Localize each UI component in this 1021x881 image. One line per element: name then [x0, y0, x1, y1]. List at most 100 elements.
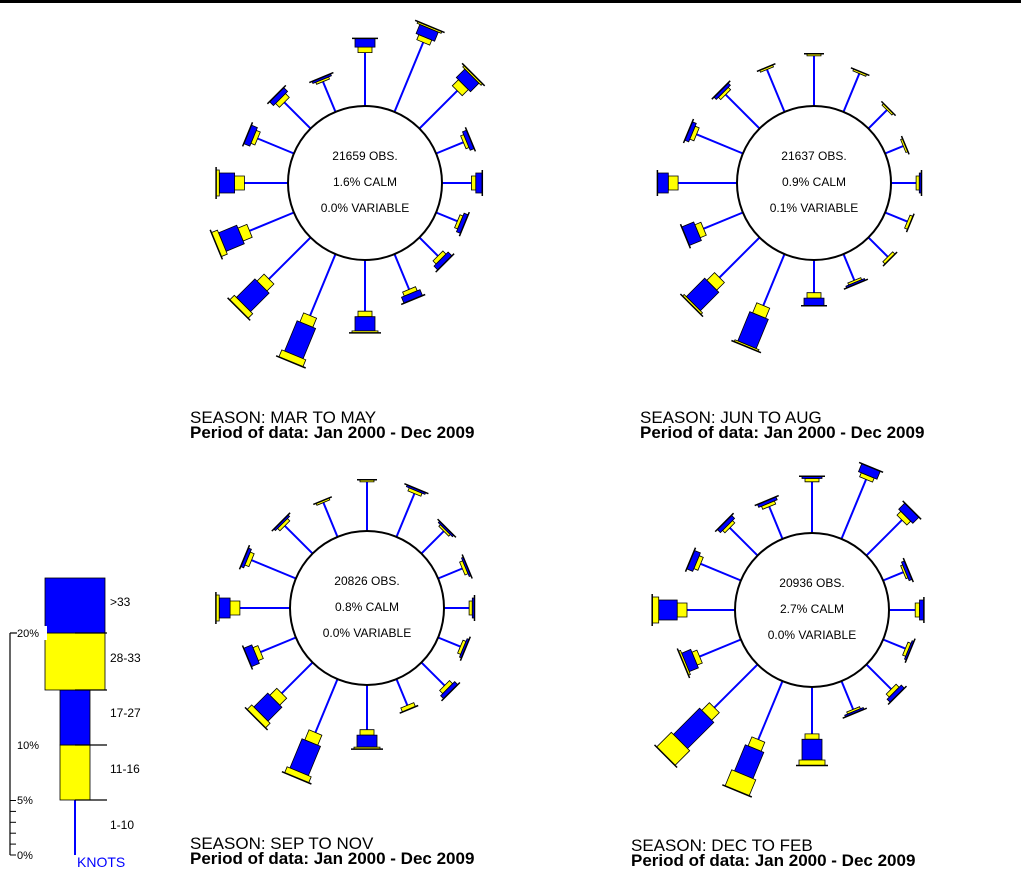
cap-wsw [676, 648, 691, 679]
spoke-ese [435, 211, 458, 223]
cap-ese [458, 211, 470, 237]
scale-label-bg [17, 626, 47, 640]
caption-jun-aug: SEASON: JUN TO AUG Period of data: Jan 2… [640, 409, 924, 441]
bar-w-17-27 [218, 597, 231, 619]
spoke-ne [420, 530, 445, 555]
spoke-nw [724, 93, 761, 130]
spoke-nne [842, 73, 861, 113]
spoke-sw [280, 661, 314, 695]
cap-sse [399, 704, 419, 714]
cap-nnw [756, 63, 776, 73]
obs-count: 21637 OBS. [781, 149, 846, 163]
cap-se [440, 681, 461, 702]
spoke-ssw [762, 253, 786, 306]
bar-s-17-27 [354, 316, 376, 332]
spoke-nnw [322, 81, 337, 113]
cap-nnw [313, 496, 333, 506]
cap-ne [437, 518, 457, 538]
caption-mar-may: SEASON: MAR TO MAY Period of data: Jan 2… [190, 409, 475, 442]
cap-sw [679, 293, 704, 318]
bar-s-17-27 [356, 734, 378, 748]
bar-s-11-16 [357, 310, 373, 318]
season-title: SEASON: SEP TO NOV [190, 834, 374, 853]
caption-dec-feb: SEASON: DEC TO FEB Period of data: Jan 2… [631, 837, 915, 869]
spoke-nnw [768, 506, 784, 540]
top-border [0, 0, 1021, 3]
spoke-wsw [703, 211, 744, 230]
cap-nne [850, 67, 870, 77]
cap-nne [858, 461, 884, 473]
spoke-nw [283, 101, 312, 130]
cap-nw [711, 80, 731, 100]
cap-ese [459, 636, 471, 661]
cap-ssw [281, 771, 312, 785]
bar-s-17-27 [803, 297, 825, 307]
cap-wnw [682, 118, 695, 144]
spoke-ssw [314, 678, 339, 733]
cap-ese [905, 213, 915, 233]
cap-wnw [684, 547, 697, 572]
cap-nw [271, 512, 291, 532]
period-label: Period of data: Jan 2000 - Dec 2009 [190, 849, 475, 868]
cap-wnw [238, 544, 251, 570]
cap-ese [904, 638, 916, 663]
spoke-ese [884, 211, 908, 223]
cap-sw [227, 297, 251, 321]
calm-percent: 0.9% CALM [782, 175, 846, 189]
bar-n-17-27 [354, 38, 376, 48]
variable-percent: 0.0% VARIABLE [323, 626, 412, 640]
legend-bar-28-33 [44, 632, 106, 691]
speed-class-label: 17-27 [110, 706, 141, 720]
spoke-nne [840, 479, 868, 540]
calm-percent: 2.7% CALM [780, 602, 844, 616]
bar-w-17-27 [657, 172, 669, 194]
bar-e-17-27 [475, 172, 483, 194]
cap-nnw [754, 494, 779, 507]
scale-label-bg [17, 848, 47, 862]
cap-wsw [679, 223, 692, 249]
cap-nw [714, 512, 735, 533]
bar-w-28-33 [651, 596, 660, 624]
cap-sse [400, 293, 426, 306]
calm-circle [736, 105, 892, 261]
bar-w-11-16 [229, 600, 241, 616]
bar-e-11-16 [915, 175, 920, 191]
calm-circle [289, 530, 445, 686]
bar-s-11-16 [806, 292, 822, 299]
spoke-ne [867, 109, 888, 130]
bar-n-11-16 [804, 478, 820, 483]
bar-w-11-16 [667, 175, 679, 191]
variable-percent: 0.0% VARIABLE [321, 201, 410, 215]
bar-w-17-27 [658, 599, 678, 621]
spoke-wsw [260, 636, 297, 654]
obs-count: 20936 OBS. [779, 576, 844, 590]
cap-nne [414, 19, 445, 34]
spoke-wnw [251, 559, 297, 580]
legend-bar-17-27 [59, 689, 91, 746]
spoke-sse [393, 253, 411, 290]
cap-ene [461, 554, 473, 579]
speed-class-label: 28-33 [110, 651, 141, 665]
spoke-sse [840, 680, 855, 710]
spoke-ssw [309, 253, 337, 316]
bar-e-11-16 [914, 602, 920, 618]
cap-sse [842, 707, 868, 719]
spoke-ene [435, 141, 464, 155]
bar-s-28-33 [798, 759, 826, 766]
cap-wsw [209, 229, 224, 260]
spoke-sse [395, 678, 409, 706]
period-label: Period of data: Jan 2000 - Dec 2009 [190, 423, 475, 442]
scale-label: 0% [17, 850, 33, 862]
cap-ssw [722, 784, 753, 798]
scale-label: 10% [17, 740, 39, 752]
scale-label-bg [17, 793, 47, 807]
calm-circle [287, 105, 443, 261]
cap-se [435, 253, 455, 273]
spoke-wnw [257, 137, 295, 155]
spoke-sw [713, 663, 759, 709]
spoke-nnw [766, 69, 786, 113]
spoke-ese [437, 636, 461, 648]
spoke-wnw [696, 133, 744, 155]
spoke-nne [395, 493, 416, 538]
bar-e-11-16 [468, 600, 473, 616]
